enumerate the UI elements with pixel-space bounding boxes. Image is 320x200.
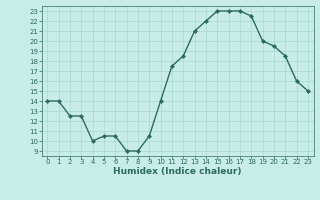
X-axis label: Humidex (Indice chaleur): Humidex (Indice chaleur)	[113, 167, 242, 176]
